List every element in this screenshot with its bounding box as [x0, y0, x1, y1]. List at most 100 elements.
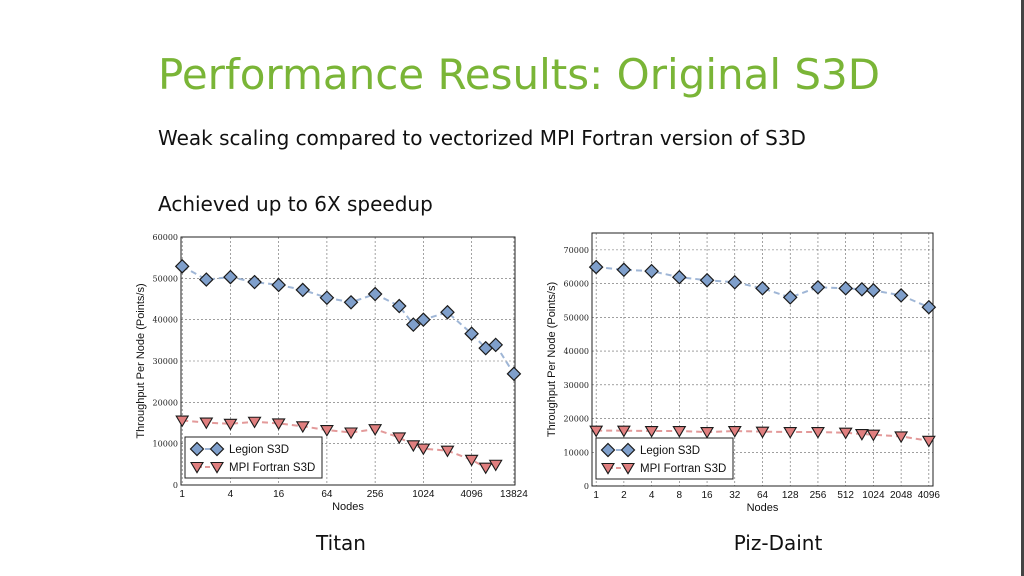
mpi-point: [894, 431, 909, 444]
legion-point: [782, 290, 798, 305]
x-tick-label: 4096: [460, 489, 483, 500]
mpi-point: [478, 462, 493, 475]
legion-point: [440, 304, 455, 320]
mpi-point: [295, 421, 310, 434]
legend-marker: [601, 462, 615, 475]
mpi-point: [488, 459, 503, 472]
mpi-point: [406, 440, 421, 453]
legend-label: Legion S3D: [640, 445, 700, 457]
slide-edge: [1021, 0, 1024, 576]
legion-point: [854, 281, 870, 297]
x-tick-label: 32: [729, 490, 741, 501]
mpi-point: [440, 445, 455, 458]
legion-point: [866, 282, 881, 298]
mpi-point: [589, 425, 604, 438]
y-tick-label: 50000: [153, 274, 178, 283]
mpi-point: [223, 418, 238, 431]
plot-frame: [180, 236, 516, 486]
legend-marker: [209, 441, 225, 457]
y-tick-label: 30000: [564, 381, 589, 390]
legion-point: [416, 312, 431, 328]
x-tick-label: 64: [757, 490, 769, 501]
y-tick-label: 20000: [153, 398, 178, 407]
legend-label: Legion S3D: [229, 444, 289, 456]
legion-point: [838, 280, 854, 296]
y-tick-label: 10000: [153, 440, 178, 449]
y-axis-label: Throughput Per Node (Points/s): [135, 283, 147, 438]
mpi-point: [727, 425, 742, 438]
legion-point: [343, 294, 359, 310]
y-tick-label: 70000: [564, 246, 589, 255]
legion-point: [174, 258, 190, 274]
titan-chart: 0 10000 20000 30000 40000 50000 60000 1 4 16 64 256…: [135, 233, 528, 513]
y-axis-label: Throughput Per Node (Points/s): [546, 282, 558, 437]
x-tick-label: 4: [649, 490, 655, 501]
x-tick-label: 8: [677, 490, 683, 501]
mpi-point: [672, 425, 687, 438]
legend-label: MPI Fortran S3D: [640, 463, 726, 475]
legend-box: [184, 436, 323, 479]
legion-point: [198, 272, 214, 287]
legend-label: MPI Fortran S3D: [229, 462, 315, 474]
legion-point: [506, 366, 522, 382]
legion-point: [406, 317, 421, 332]
x-tick-label: 64: [321, 489, 333, 500]
x-tick-label: 128: [782, 490, 799, 501]
y-tick-label: 30000: [153, 357, 178, 366]
legion-point: [319, 290, 335, 306]
legion-point: [893, 288, 909, 303]
x-tick-label: 13824: [500, 489, 528, 500]
mpi-point: [755, 426, 770, 439]
mpi-point: [921, 435, 936, 448]
legend-marker: [210, 461, 224, 474]
legend-marker: [621, 462, 635, 475]
bullet-speedup: Achieved up to 6X speedup: [158, 192, 433, 216]
y-tick-label: 40000: [564, 347, 589, 356]
mpi-point: [175, 415, 190, 428]
y-tick-label: 0: [173, 481, 178, 490]
titan-caption: Titan: [316, 531, 366, 555]
legion-point: [588, 259, 604, 275]
mpi-point: [247, 416, 262, 429]
x-tick-label: 256: [367, 489, 384, 500]
piz-daint-chart: 0 10000 20000 30000 40000 50000 60000 70000 1 2 4 8…: [546, 232, 940, 514]
x-axis-label: Nodes: [332, 501, 364, 513]
x-tick-label: 16: [273, 489, 285, 500]
legion-point: [367, 286, 383, 302]
x-tick-label: 2: [621, 490, 627, 501]
legion-point: [295, 282, 311, 298]
mpi-point: [783, 426, 798, 439]
mpi-point: [700, 426, 715, 439]
y-tick-label: 60000: [564, 280, 589, 289]
y-tick-label: 50000: [564, 313, 589, 322]
x-tick-label: 2048: [890, 490, 913, 501]
legion-point: [464, 326, 479, 342]
mpi-point: [416, 443, 431, 456]
legend-marker: [190, 461, 204, 474]
mpi-point: [368, 424, 383, 436]
series-line-mpi: [182, 419, 496, 469]
x-axis-label: Nodes: [747, 502, 779, 514]
y-tick-label: 60000: [153, 233, 178, 242]
piz-daint-caption: Piz-Daint: [733, 531, 823, 555]
slide-title: Performance Results: Original S3D: [158, 50, 881, 99]
x-tick-label: 4: [228, 489, 234, 500]
legion-point: [921, 299, 937, 315]
x-tick-label: 16: [701, 490, 713, 501]
legion-point: [727, 274, 743, 290]
mpi-point: [616, 425, 631, 438]
legion-point: [223, 269, 238, 285]
mpi-point: [854, 429, 869, 441]
x-tick-label: 1: [593, 490, 599, 501]
mpi-point: [464, 454, 479, 467]
mpi-point: [271, 418, 286, 431]
legend-box: [595, 437, 734, 480]
mpi-point: [319, 424, 334, 437]
mpi-point: [866, 429, 881, 442]
plot-frame: [591, 232, 934, 487]
x-tick-label: 512: [837, 490, 854, 501]
legion-point: [755, 280, 770, 296]
y-tick-label: 40000: [153, 316, 178, 325]
mpi-point: [810, 426, 825, 439]
legend-marker: [189, 441, 205, 457]
